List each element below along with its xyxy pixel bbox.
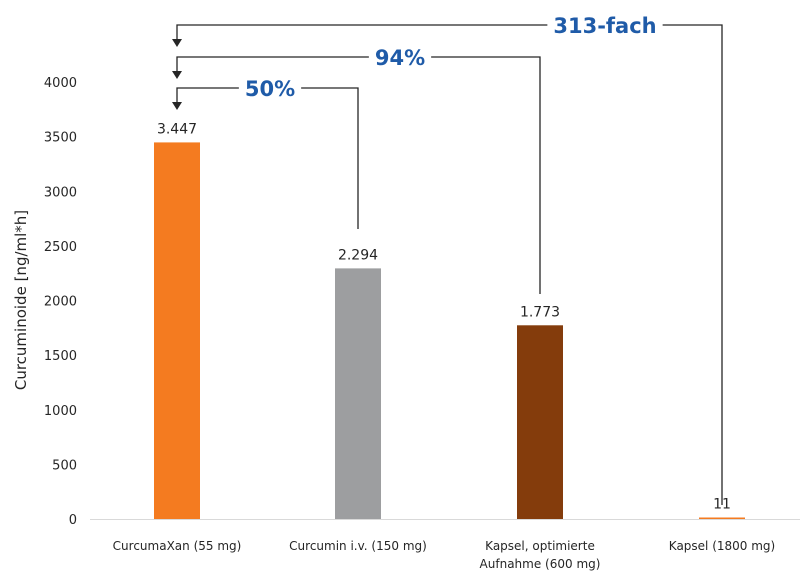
y-tick-label: 3000 bbox=[44, 185, 77, 200]
comparison-label: 94% bbox=[375, 46, 425, 70]
x-tick-label: Kapsel, optimierte bbox=[485, 539, 595, 553]
arrow-head bbox=[172, 71, 182, 79]
x-tick-label: Curcumin i.v. (150 mg) bbox=[289, 539, 427, 553]
comparison-connector bbox=[176, 24, 723, 505]
x-tick-label: Aufnahme (600 mg) bbox=[480, 557, 601, 571]
comparison-connector bbox=[176, 56, 541, 294]
data-label: 2.294 bbox=[338, 247, 378, 263]
labels: 3.447 CurcumaXan (55 mg) 2.294 Curcumin i.v… bbox=[113, 121, 776, 571]
comparison-label-background bbox=[547, 13, 663, 39]
y-tick-label: 4000 bbox=[44, 76, 77, 91]
bar bbox=[154, 142, 200, 519]
y-tick-label: 500 bbox=[52, 458, 77, 473]
y-tick-label: 1500 bbox=[44, 349, 77, 364]
bar bbox=[335, 268, 381, 519]
y-tick-label: 0 bbox=[69, 513, 77, 528]
y-tick-label: 2500 bbox=[44, 240, 77, 255]
bars bbox=[154, 142, 745, 519]
bar bbox=[699, 517, 745, 519]
arrow-head bbox=[172, 39, 182, 47]
axes: 0 500 1000 1500 2000 2500 3000 3500 4000 bbox=[44, 76, 800, 528]
x-tick-label: CurcumaXan (55 mg) bbox=[113, 539, 242, 553]
comparison-label-background bbox=[368, 45, 432, 71]
x-tick-label: Kapsel (1800 mg) bbox=[669, 539, 775, 553]
comparison-label-background bbox=[238, 76, 302, 102]
bar bbox=[517, 325, 563, 519]
y-tick-label: 1000 bbox=[44, 404, 77, 419]
y-tick-label: 2000 bbox=[44, 295, 77, 310]
comparison-label: 50% bbox=[245, 77, 295, 101]
data-label: 1.773 bbox=[520, 304, 560, 320]
y-axis-label: Curcuminoide [ng/ml*h] bbox=[12, 210, 30, 390]
comparison-connector bbox=[176, 87, 359, 229]
annotations: 50% 94% 313-fach bbox=[172, 13, 723, 505]
arrow-head bbox=[172, 102, 182, 110]
data-label: 3.447 bbox=[157, 121, 197, 137]
y-tick-label: 3500 bbox=[44, 131, 77, 146]
comparison-label: 313-fach bbox=[553, 14, 656, 38]
